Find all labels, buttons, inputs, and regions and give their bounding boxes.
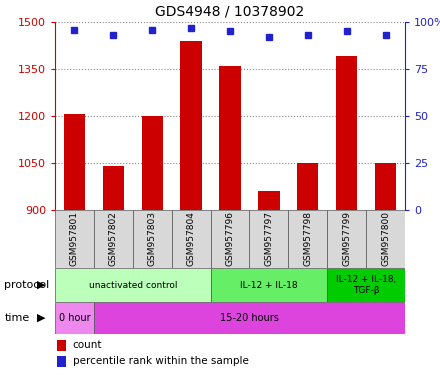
Text: ▶: ▶ <box>37 280 46 290</box>
Bar <box>55 302 94 334</box>
Text: GSM957804: GSM957804 <box>187 212 196 266</box>
Text: count: count <box>73 340 102 350</box>
Bar <box>375 163 396 210</box>
Text: protocol: protocol <box>4 280 50 290</box>
Text: IL-12 + IL-18,
TGF-β: IL-12 + IL-18, TGF-β <box>336 275 396 295</box>
Text: ▶: ▶ <box>37 313 46 323</box>
Text: GSM957799: GSM957799 <box>342 212 351 266</box>
Bar <box>288 210 327 268</box>
Bar <box>336 56 357 210</box>
Bar <box>366 210 405 268</box>
Bar <box>133 210 172 268</box>
Text: GSM957802: GSM957802 <box>109 212 118 266</box>
Title: GDS4948 / 10378902: GDS4948 / 10378902 <box>155 4 304 18</box>
Text: GSM957800: GSM957800 <box>381 212 390 266</box>
Text: GSM957798: GSM957798 <box>303 212 312 266</box>
Bar <box>211 268 327 302</box>
Text: 0 hour: 0 hour <box>59 313 90 323</box>
Bar <box>55 268 211 302</box>
Text: GSM957796: GSM957796 <box>226 212 235 266</box>
Text: GSM957801: GSM957801 <box>70 212 79 266</box>
Text: 15-20 hours: 15-20 hours <box>220 313 279 323</box>
Bar <box>297 163 319 210</box>
Bar <box>327 268 405 302</box>
Bar <box>219 66 241 210</box>
Bar <box>103 166 124 210</box>
Bar <box>142 116 163 210</box>
Bar <box>258 191 279 210</box>
Bar <box>249 210 288 268</box>
Bar <box>172 210 211 268</box>
Bar <box>55 210 94 268</box>
Text: unactivated control: unactivated control <box>88 280 177 290</box>
Text: IL-12 + IL-18: IL-12 + IL-18 <box>240 280 298 290</box>
Text: time: time <box>4 313 29 323</box>
Text: percentile rank within the sample: percentile rank within the sample <box>73 356 249 366</box>
Bar <box>211 210 249 268</box>
Bar <box>94 302 405 334</box>
Bar <box>94 210 133 268</box>
Bar <box>180 41 202 210</box>
Bar <box>327 210 366 268</box>
Text: GSM957803: GSM957803 <box>148 212 157 266</box>
Bar <box>64 114 85 210</box>
Text: GSM957797: GSM957797 <box>264 212 273 266</box>
